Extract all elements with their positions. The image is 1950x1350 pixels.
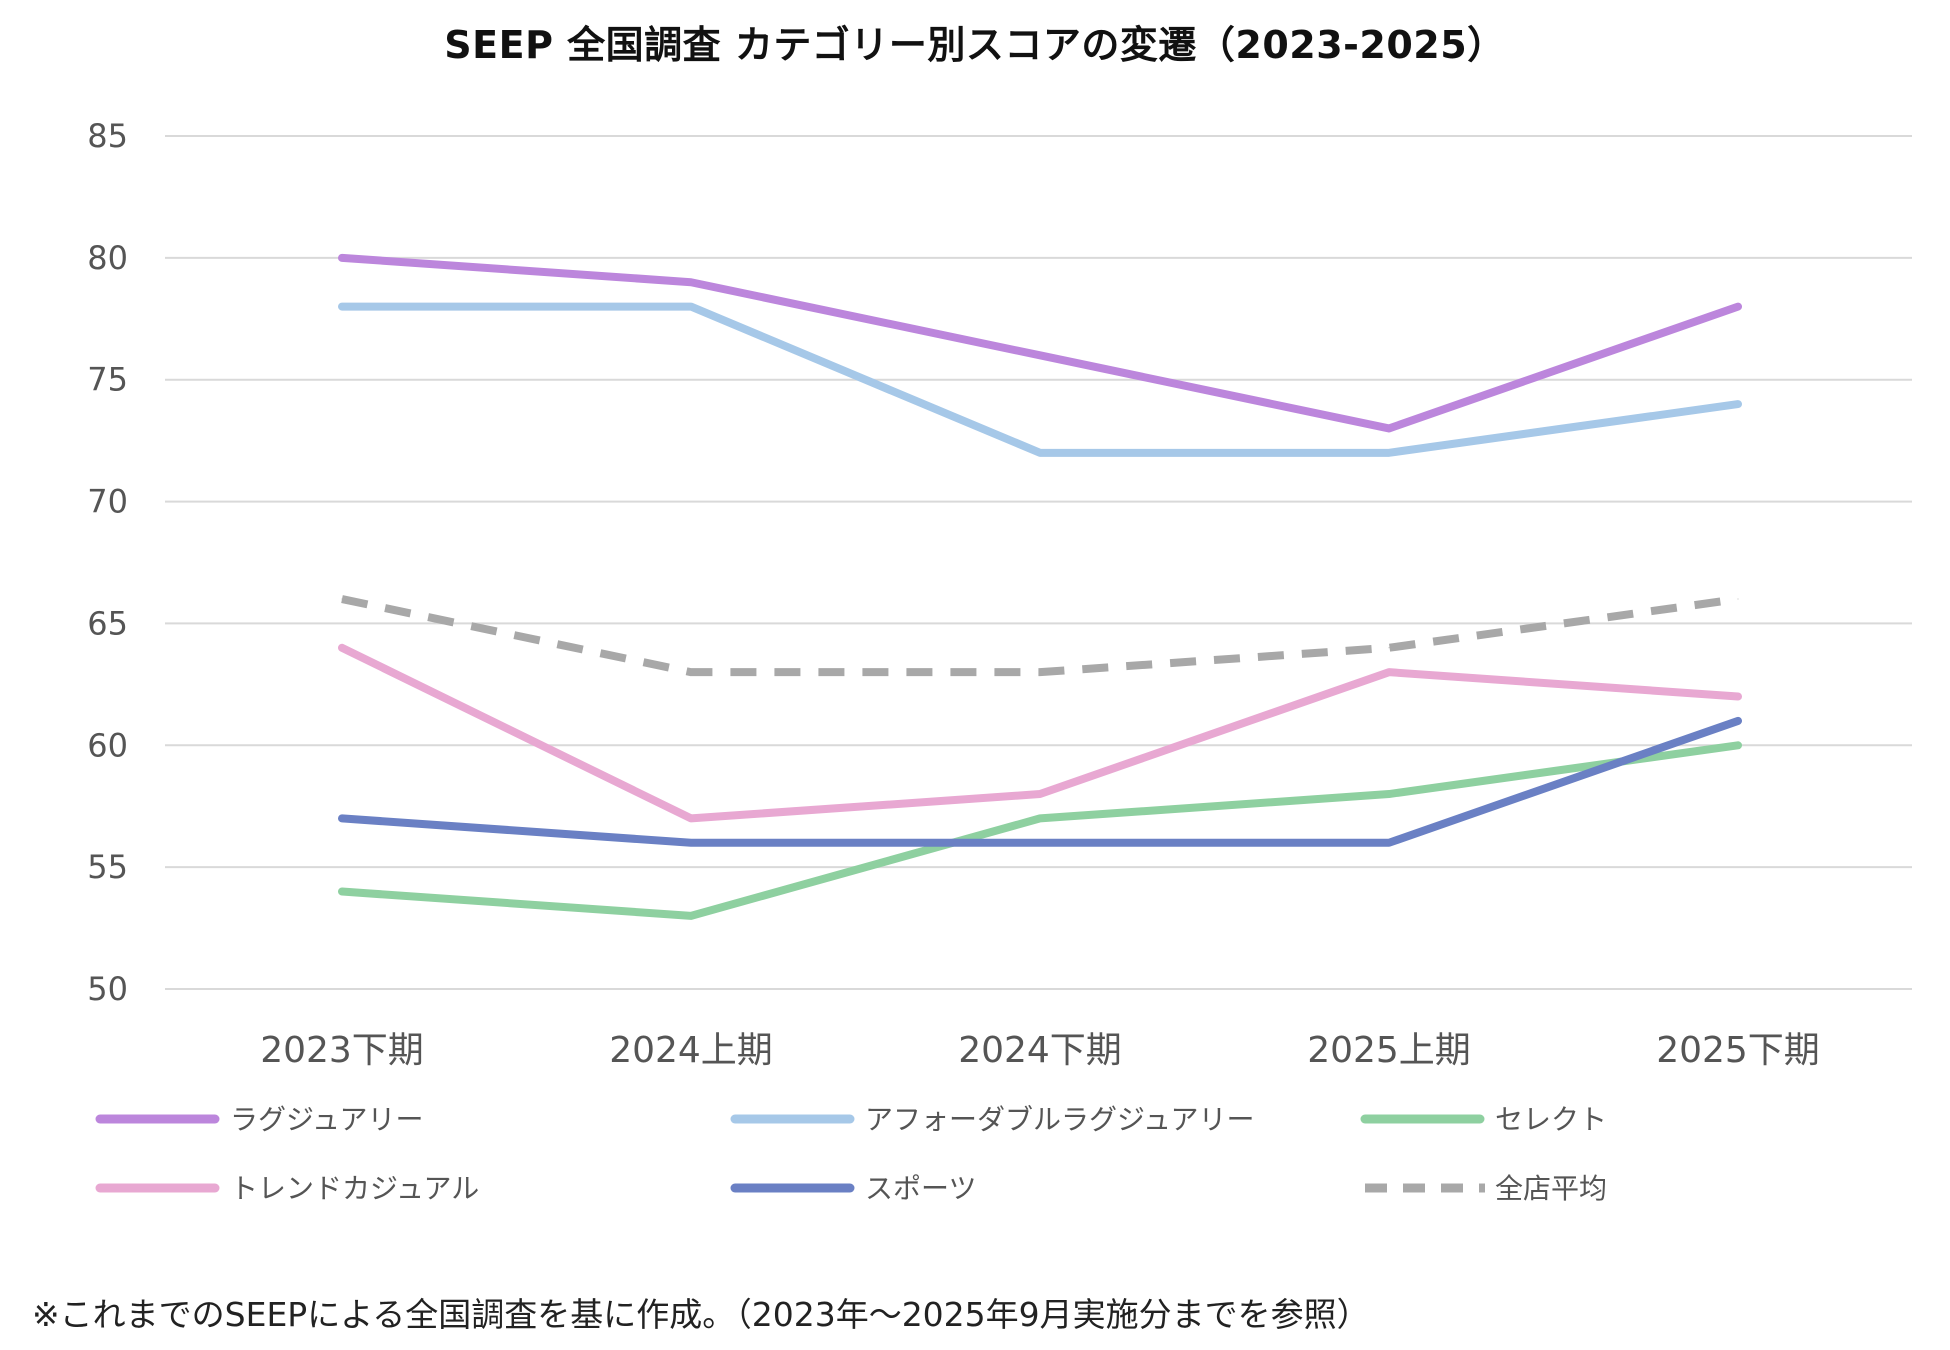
series-line (338, 253, 1742, 433)
series-line (341, 595, 1739, 677)
data-point (1737, 306, 1739, 308)
x-tick-label: 2025上期 (1307, 1030, 1471, 1071)
legend-label: セレクト (1495, 1103, 1607, 1136)
series-line (338, 716, 1742, 847)
data-point (1388, 671, 1390, 673)
data-point (1039, 817, 1041, 819)
x-tick-label: 2024下期 (958, 1030, 1122, 1071)
footnote: ※これまでのSEEPによる全国調査を基に作成。（2023年～2025年9月実施分… (32, 1295, 1370, 1334)
data-point (1039, 842, 1041, 844)
data-point (1737, 403, 1739, 405)
data-point (690, 281, 692, 283)
data-point (1737, 720, 1739, 722)
y-tick-label: 55 (87, 848, 128, 886)
data-point (690, 915, 692, 917)
y-tick-label: 80 (87, 239, 128, 277)
data-point (1039, 671, 1041, 673)
data-point (1039, 793, 1041, 795)
legend-item: スポーツ (730, 1172, 976, 1205)
legend-label: ラグジュアリー (230, 1103, 423, 1136)
y-tick-label: 60 (87, 726, 128, 764)
legend-item: アフォーダブルラグジュアリー (730, 1103, 1254, 1136)
data-point (1388, 427, 1390, 429)
data-point (341, 257, 343, 259)
y-tick-label: 70 (87, 483, 128, 521)
legend-label: トレンドカジュアル (230, 1172, 479, 1205)
legend-item: セレクト (1360, 1103, 1607, 1136)
data-point (341, 817, 343, 819)
legend-item: 全店平均 (1365, 1172, 1607, 1205)
data-point (1388, 842, 1390, 844)
series-lines (338, 253, 1742, 920)
x-tick-label: 2023下期 (260, 1030, 424, 1071)
legend-label: 全店平均 (1495, 1172, 1607, 1205)
data-point (1737, 744, 1739, 746)
x-tick-label: 2025下期 (1656, 1030, 1820, 1071)
data-point (1039, 354, 1041, 356)
data-point (1388, 793, 1390, 795)
legend-item: ラグジュアリー (95, 1103, 423, 1136)
legend-label: スポーツ (865, 1172, 976, 1205)
data-point (341, 306, 343, 308)
data-point (1039, 452, 1041, 454)
gridlines (165, 135, 1912, 990)
legend-label: アフォーダブルラグジュアリー (865, 1103, 1254, 1136)
legend-item: トレンドカジュアル (95, 1172, 479, 1205)
data-point (1388, 647, 1390, 649)
y-tick-label: 65 (87, 604, 128, 642)
y-tick-label: 75 (87, 361, 128, 399)
data-point (690, 842, 692, 844)
data-point (1388, 452, 1390, 454)
data-point (341, 598, 343, 600)
data-point (690, 671, 692, 673)
x-axis-ticks: 2023下期 2024上期 2024下期 2025上期 2025下期 (260, 1030, 1820, 1071)
y-tick-label: 50 (87, 970, 128, 1008)
data-point (1737, 598, 1739, 600)
data-point (690, 817, 692, 819)
data-point (1737, 696, 1739, 698)
y-axis-ticks: 50 55 60 65 70 75 80 85 (87, 117, 128, 1008)
data-point (690, 306, 692, 308)
x-tick-label: 2024上期 (609, 1030, 773, 1071)
data-point (341, 891, 343, 893)
chart-title: SEEP 全国調査 カテゴリー別スコアの変遷（2023-2025） (444, 23, 1506, 67)
data-point (341, 647, 343, 649)
y-tick-label: 85 (87, 117, 128, 155)
